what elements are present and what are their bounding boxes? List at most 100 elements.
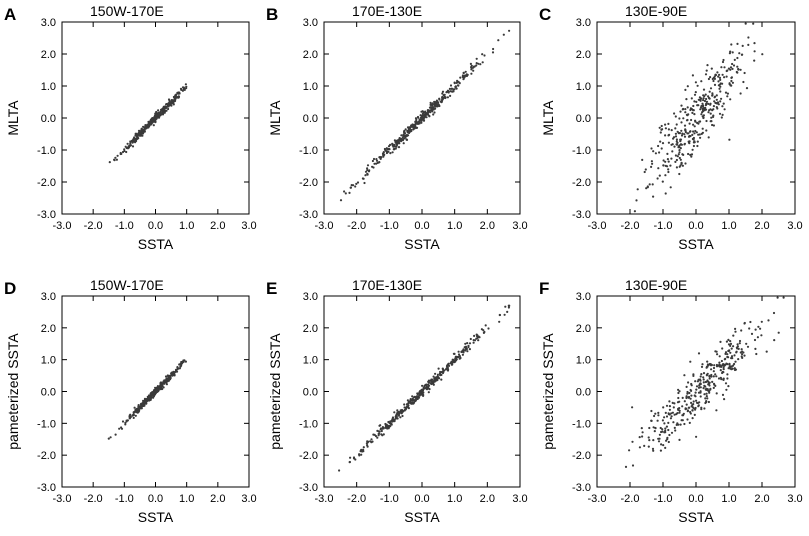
data-point bbox=[646, 185, 649, 188]
data-point bbox=[464, 346, 467, 349]
data-point bbox=[689, 135, 692, 138]
data-point bbox=[691, 417, 694, 420]
data-point bbox=[344, 192, 347, 195]
data-point bbox=[120, 427, 124, 430]
data-point bbox=[425, 383, 428, 386]
data-point bbox=[166, 374, 169, 377]
panel-title: 130E-90E bbox=[625, 3, 687, 19]
data-point bbox=[704, 397, 707, 400]
x-tick-label: -3.0 bbox=[588, 220, 607, 232]
x-tick-label: 0.0 bbox=[148, 493, 163, 505]
data-point bbox=[669, 417, 673, 420]
data-point bbox=[679, 147, 682, 150]
data-point bbox=[407, 404, 410, 407]
data-point bbox=[120, 152, 123, 155]
data-point bbox=[705, 365, 709, 368]
data-point bbox=[718, 365, 721, 368]
data-point bbox=[691, 133, 694, 136]
data-point bbox=[746, 345, 750, 348]
data-point bbox=[144, 399, 147, 402]
data-point bbox=[744, 22, 747, 25]
data-point bbox=[695, 131, 698, 134]
data-point bbox=[421, 116, 424, 119]
data-point bbox=[709, 388, 712, 391]
data-point bbox=[681, 132, 684, 135]
data-point bbox=[653, 430, 656, 433]
y-tick-label: 3.0 bbox=[576, 291, 591, 303]
data-point bbox=[715, 392, 718, 395]
data-point bbox=[713, 83, 717, 86]
data-point bbox=[683, 374, 686, 377]
data-points bbox=[624, 296, 785, 468]
x-axis-label: SSTA bbox=[404, 236, 440, 252]
data-point bbox=[123, 148, 126, 151]
data-point bbox=[726, 353, 729, 356]
scatter-panel-f: -3.0-3.0 -2.0 -2.0 -1.0 -1.0 0.0 0.0 1.0 1.0 2.0 2… bbox=[539, 277, 803, 525]
data-point bbox=[688, 391, 691, 395]
data-point bbox=[760, 320, 763, 323]
data-point bbox=[464, 342, 467, 345]
data-point bbox=[723, 66, 726, 69]
data-point bbox=[727, 338, 730, 341]
data-point bbox=[645, 187, 648, 190]
data-point bbox=[710, 368, 713, 371]
data-point bbox=[439, 374, 442, 377]
data-point bbox=[343, 190, 346, 193]
data-point bbox=[155, 116, 158, 120]
data-point bbox=[157, 109, 160, 112]
data-point bbox=[658, 151, 661, 154]
data-point bbox=[708, 377, 711, 380]
data-point bbox=[753, 59, 756, 62]
data-point bbox=[487, 327, 490, 330]
data-point bbox=[429, 111, 432, 114]
x-tick-label: 0.0 bbox=[414, 220, 429, 232]
data-point bbox=[660, 430, 663, 434]
data-point bbox=[700, 80, 703, 83]
data-point bbox=[132, 413, 135, 416]
data-point bbox=[481, 53, 484, 56]
data-point bbox=[695, 385, 699, 388]
data-point bbox=[750, 332, 754, 335]
data-point bbox=[729, 351, 732, 354]
data-point bbox=[140, 404, 143, 407]
data-point bbox=[703, 393, 706, 396]
data-point bbox=[659, 140, 662, 143]
data-point bbox=[740, 53, 744, 56]
data-point bbox=[454, 355, 457, 358]
data-point bbox=[352, 456, 356, 459]
data-point bbox=[684, 108, 687, 111]
data-point bbox=[692, 400, 695, 403]
data-point bbox=[663, 422, 666, 425]
data-point bbox=[155, 114, 158, 117]
data-point bbox=[667, 160, 670, 163]
data-point bbox=[406, 399, 409, 402]
data-point bbox=[679, 423, 682, 426]
data-point bbox=[686, 390, 689, 394]
data-point bbox=[650, 160, 654, 163]
x-tick-label: 3.0 bbox=[787, 220, 802, 232]
data-point bbox=[721, 347, 724, 350]
data-point bbox=[424, 111, 427, 114]
data-point bbox=[702, 114, 706, 117]
data-point bbox=[160, 385, 163, 388]
data-point bbox=[722, 368, 725, 371]
data-point bbox=[708, 109, 711, 112]
data-point bbox=[393, 420, 396, 423]
panel-title: 170E-130E bbox=[352, 277, 422, 293]
data-point bbox=[679, 164, 682, 167]
y-tick-label: -3.0 bbox=[299, 209, 318, 221]
data-point bbox=[705, 392, 708, 395]
data-point bbox=[694, 380, 697, 383]
data-point bbox=[755, 352, 758, 356]
data-point bbox=[661, 142, 665, 145]
data-point bbox=[121, 420, 125, 423]
data-point bbox=[666, 152, 669, 155]
data-point bbox=[690, 97, 693, 100]
data-point bbox=[667, 170, 670, 174]
data-point bbox=[735, 351, 738, 354]
x-tick-label: -1.0 bbox=[654, 220, 673, 232]
data-point bbox=[729, 340, 732, 343]
y-tick-label: -2.0 bbox=[299, 177, 318, 189]
data-point bbox=[138, 134, 141, 137]
